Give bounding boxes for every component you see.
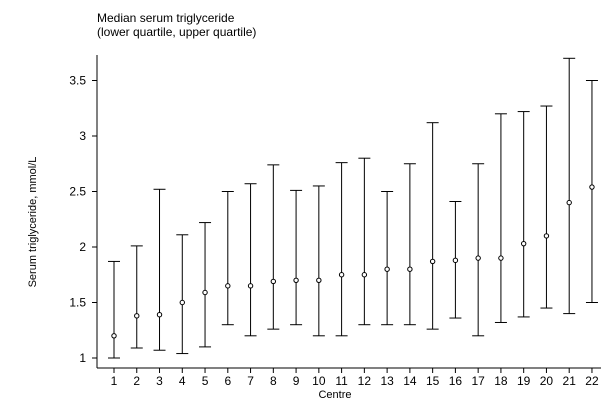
chart-title-line2: (lower quartile, upper quartile) xyxy=(97,25,256,39)
x-tick-label: 16 xyxy=(449,374,463,388)
x-tick-label: 20 xyxy=(540,374,554,388)
median-point xyxy=(134,313,140,319)
median-point xyxy=(202,289,208,296)
median-point xyxy=(247,283,254,289)
x-axis-label: Centre xyxy=(318,389,351,400)
x-tick-label: 17 xyxy=(471,374,485,388)
median-point xyxy=(111,333,117,339)
x-axis-ticks: 1 2 3 4 5 6 7 8 9 10 11 12 13 14 15 16 17 18 19 20 21 22 xyxy=(111,368,599,388)
x-tick-label: 15 xyxy=(426,374,440,388)
median-point xyxy=(179,299,185,306)
x-tick-label: 6 xyxy=(224,374,231,388)
y-axis-label: Serum triglyceride, mmol/L xyxy=(27,157,39,288)
x-tick-label: 8 xyxy=(270,374,277,388)
x-tick-label: 18 xyxy=(494,374,508,388)
x-tick-label: 9 xyxy=(293,374,300,388)
x-tick-label: 22 xyxy=(585,374,599,388)
median-point xyxy=(270,278,277,285)
x-tick-label: 2 xyxy=(133,374,140,388)
median-point xyxy=(475,255,481,261)
x-tick-label: 1 xyxy=(111,374,118,388)
median-point xyxy=(429,258,436,265)
median-point xyxy=(589,184,595,190)
median-point xyxy=(156,312,163,318)
median-point xyxy=(407,266,413,272)
chart-title-line1: Median serum triglyceride xyxy=(97,11,235,25)
median-point xyxy=(338,272,345,278)
x-tick-label: 7 xyxy=(247,374,254,388)
y-tick-label: 2.5 xyxy=(69,185,86,199)
x-tick-label: 4 xyxy=(179,374,186,388)
y-tick-label: 2 xyxy=(79,240,86,254)
x-tick-label: 5 xyxy=(202,374,209,388)
x-tick-label: 13 xyxy=(380,374,394,388)
median-point xyxy=(316,277,322,283)
y-tick-label: 3.5 xyxy=(69,74,86,88)
median-point xyxy=(520,240,527,247)
x-tick-label: 14 xyxy=(403,374,417,388)
median-point xyxy=(293,277,299,283)
x-tick-label: 10 xyxy=(312,374,326,388)
y-tick-label: 1 xyxy=(79,351,86,365)
error-bars-group xyxy=(108,57,598,359)
x-tick-label: 19 xyxy=(517,374,531,388)
x-tick-label: 12 xyxy=(358,374,372,388)
x-tick-label: 21 xyxy=(563,374,577,388)
median-point xyxy=(225,283,231,289)
median-point xyxy=(384,266,390,272)
y-tick-label: 1.5 xyxy=(69,296,86,310)
y-axis-ticks: 1 1.5 2 2.5 3 3.5 xyxy=(69,74,97,365)
y-tick-label: 3 xyxy=(79,129,86,143)
x-tick-label: 11 xyxy=(335,374,348,388)
median-point xyxy=(543,233,550,239)
median-point xyxy=(452,257,459,264)
x-tick-label: 3 xyxy=(156,374,163,388)
median-point xyxy=(498,255,504,261)
median-point xyxy=(566,199,572,206)
median-point xyxy=(361,272,368,278)
